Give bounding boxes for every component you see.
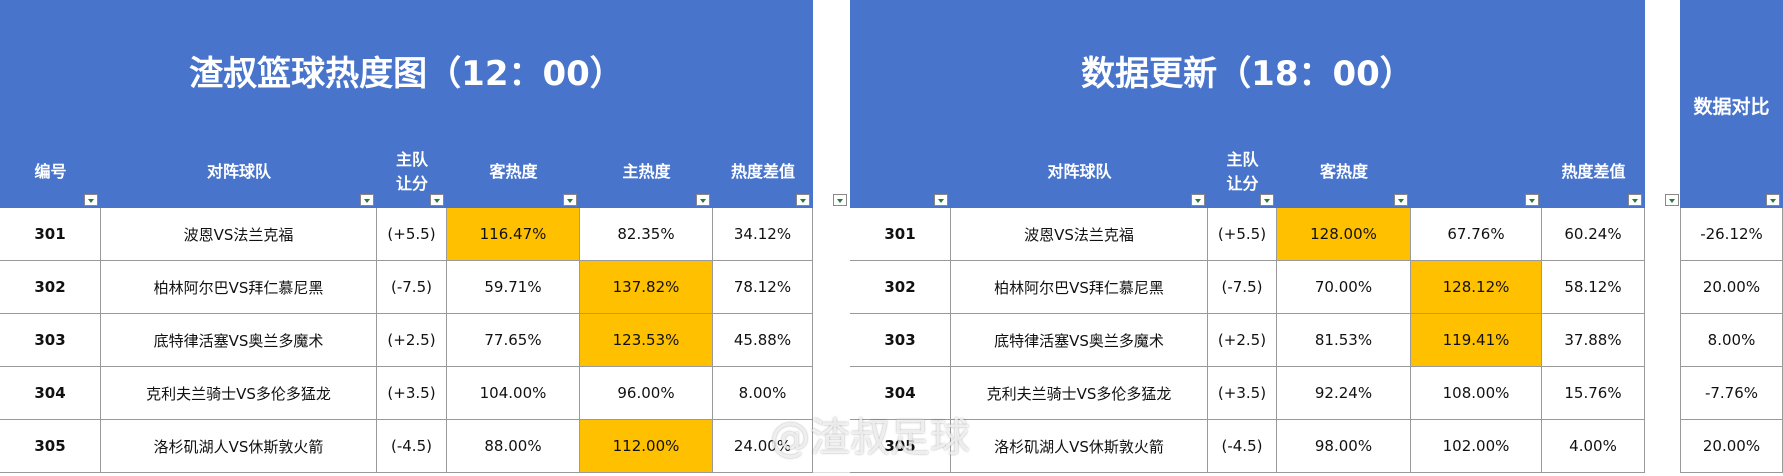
column-header: 编号 [34, 162, 67, 181]
table-cell: (-4.5) [377, 420, 447, 473]
table-cell: (+2.5) [1208, 314, 1277, 367]
row-id: 305 [850, 420, 951, 473]
row-id: 305 [0, 420, 101, 473]
table-cell: 20.00% [1680, 420, 1783, 473]
filter-button[interactable] [1260, 194, 1274, 206]
header-band [1680, 0, 1783, 208]
table-cell: (+5.5) [1208, 208, 1277, 261]
gap-column [813, 208, 850, 473]
filter-button[interactable] [1628, 194, 1642, 206]
table-cell: 70.00% [1277, 261, 1411, 314]
table-cell: 112.00% [580, 420, 713, 473]
table-cell: (-7.5) [1208, 261, 1277, 314]
table-cell: 34.12% [713, 208, 813, 261]
column-header: 主队让分 [1226, 150, 1259, 193]
table-cell: 底特律活塞VS奥兰多魔术 [951, 314, 1208, 367]
filter-button[interactable] [833, 194, 847, 206]
table-cell: 15.76% [1542, 367, 1645, 420]
header-band [850, 0, 1645, 208]
filter-button[interactable] [1525, 194, 1539, 206]
table-cell: 柏林阿尔巴VS拜仁慕尼黑 [101, 261, 377, 314]
row-id: 301 [0, 208, 101, 261]
table-cell: 77.65% [447, 314, 580, 367]
table-cell: 92.24% [1277, 367, 1411, 420]
filter-button[interactable] [360, 194, 374, 206]
table-cell: 波恩VS法兰克福 [101, 208, 377, 261]
table-cell: 洛杉矶湖人VS休斯敦火箭 [101, 420, 377, 473]
column-header: 对阵球队 [206, 162, 271, 181]
column-header: 主热度 [622, 162, 671, 181]
table-cell: 8.00% [713, 367, 813, 420]
table-title: 渣叔篮球热度图（12：00） [189, 53, 624, 94]
column-header: 客热度 [1319, 162, 1368, 181]
table-cell: 4.00% [1542, 420, 1645, 473]
table-cell: 45.88% [713, 314, 813, 367]
row-id: 302 [850, 261, 951, 314]
table-cell: (+2.5) [377, 314, 447, 367]
table-cell: 柏林阿尔巴VS拜仁慕尼黑 [951, 261, 1208, 314]
table-cell: 58.12% [1542, 261, 1645, 314]
row-id: 302 [0, 261, 101, 314]
table-cell: 59.71% [447, 261, 580, 314]
column-header: 热度差值 [1561, 162, 1626, 181]
table-cell: 37.88% [1542, 314, 1645, 367]
table-cell: 128.00% [1277, 208, 1411, 261]
filter-button[interactable] [1766, 194, 1780, 206]
table-cell: 104.00% [447, 367, 580, 420]
filter-button[interactable] [1394, 194, 1408, 206]
table-cell: 78.12% [713, 261, 813, 314]
filter-button[interactable] [430, 194, 444, 206]
filter-button[interactable] [563, 194, 577, 206]
column-header: 数据对比 [1693, 95, 1770, 118]
row-id: 303 [850, 314, 951, 367]
table-cell: 81.53% [1277, 314, 1411, 367]
table-cell: 128.12% [1411, 261, 1542, 314]
table-cell: 96.00% [580, 367, 713, 420]
table-cell: -26.12% [1680, 208, 1783, 261]
header-band [0, 0, 813, 208]
filter-button[interactable] [1665, 194, 1679, 206]
table-cell: 底特律活塞VS奥兰多魔术 [101, 314, 377, 367]
table-cell: 123.53% [580, 314, 713, 367]
row-id: 303 [0, 314, 101, 367]
table-cell: 116.47% [447, 208, 580, 261]
table-cell: 60.24% [1542, 208, 1645, 261]
table-cell: 88.00% [447, 420, 580, 473]
table-cell: (-4.5) [1208, 420, 1277, 473]
column-header: 客热度 [489, 162, 538, 181]
table-cell: 98.00% [1277, 420, 1411, 473]
row-id: 304 [0, 367, 101, 420]
table-cell: 8.00% [1680, 314, 1783, 367]
watermark: @渣叔足球 [770, 415, 970, 461]
column-header: 热度差值 [730, 162, 795, 181]
table-cell: -7.76% [1680, 367, 1783, 420]
filter-button[interactable] [696, 194, 710, 206]
table-cell: 82.35% [580, 208, 713, 261]
column-header: 对阵球队 [1047, 162, 1112, 181]
table-cell: 67.76% [1411, 208, 1542, 261]
row-id: 301 [850, 208, 951, 261]
table-cell: 波恩VS法兰克福 [951, 208, 1208, 261]
filter-button[interactable] [1191, 194, 1205, 206]
table-cell: 24.00% [713, 420, 813, 473]
table-cell: 108.00% [1411, 367, 1542, 420]
filter-button[interactable] [934, 194, 948, 206]
table-cell: 119.41% [1411, 314, 1542, 367]
table-cell: (+5.5) [377, 208, 447, 261]
row-id: 304 [850, 367, 951, 420]
table-cell: 克利夫兰骑士VS多伦多猛龙 [951, 367, 1208, 420]
filter-button[interactable] [796, 194, 810, 206]
table-cell: 20.00% [1680, 261, 1783, 314]
table-cell: 洛杉矶湖人VS休斯敦火箭 [951, 420, 1208, 473]
table-cell: 102.00% [1411, 420, 1542, 473]
table-cell: (-7.5) [377, 261, 447, 314]
table-cell: (+3.5) [377, 367, 447, 420]
table-cell: 137.82% [580, 261, 713, 314]
table-title: 数据更新（18：00） [1081, 53, 1414, 94]
table-cell: (+3.5) [1208, 367, 1277, 420]
table-cell: 克利夫兰骑士VS多伦多猛龙 [101, 367, 377, 420]
column-header: 主队让分 [395, 150, 428, 193]
filter-button[interactable] [84, 194, 98, 206]
